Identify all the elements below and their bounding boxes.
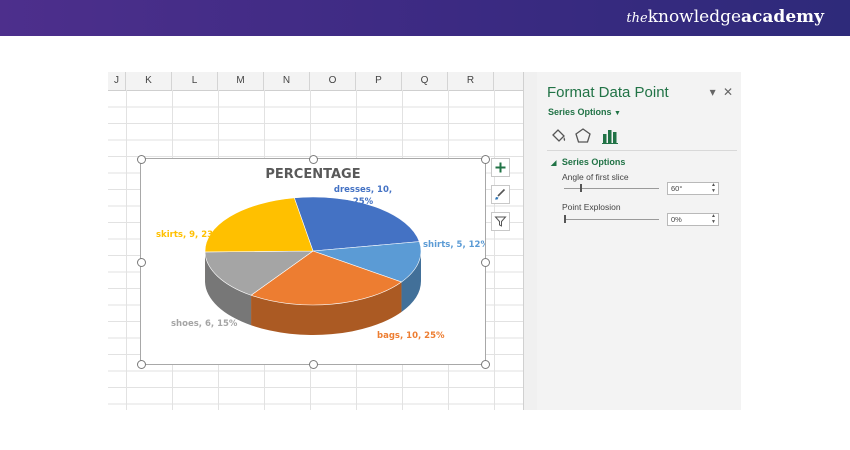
pie-slice-shoes[interactable] xyxy=(204,250,314,296)
data-label-bags[interactable]: bags, 10, 25% xyxy=(377,331,445,341)
series-options-section[interactable]: ◢ Series Options xyxy=(551,157,625,167)
pie-sides xyxy=(205,251,421,335)
data-label-shirts[interactable]: shirts, 5, 12% xyxy=(423,240,485,250)
series-options-dropdown[interactable]: Series Options ▼ xyxy=(548,107,621,117)
column-header[interactable]: K xyxy=(126,72,172,90)
collapse-triangle-icon: ◢ xyxy=(551,160,557,167)
pie-side-shoes xyxy=(205,251,252,326)
pie-slice-bags[interactable] xyxy=(250,250,403,306)
pie-side-bags xyxy=(251,281,402,335)
angle-slider[interactable] xyxy=(564,188,659,189)
brand-middle: knowledge xyxy=(647,7,742,27)
pie-slices xyxy=(204,196,422,306)
resize-handle[interactable] xyxy=(309,360,318,369)
plus-icon xyxy=(495,162,506,173)
column-header[interactable]: R xyxy=(448,72,494,90)
spin-arrows-icon[interactable]: ▲ ▼ xyxy=(711,213,716,225)
filter-icon xyxy=(494,216,507,227)
pane-controls: ▾ ✕ xyxy=(710,85,733,99)
grid-line xyxy=(126,90,127,410)
column-header[interactable]: L xyxy=(172,72,218,90)
brand-suffix: academy xyxy=(741,7,824,27)
explosion-slider-thumb[interactable] xyxy=(564,215,566,223)
close-icon[interactable]: ✕ xyxy=(722,85,733,99)
explosion-spinbox[interactable]: 0% ▲ ▼ xyxy=(667,213,719,226)
top-banner: theknowledgeacademy xyxy=(0,0,850,36)
brand-prefix: the xyxy=(626,11,648,26)
pane-tab-row xyxy=(547,124,737,151)
resize-handle[interactable] xyxy=(137,258,146,267)
angle-slider-thumb[interactable] xyxy=(580,184,583,192)
resize-handle[interactable] xyxy=(481,360,490,369)
resize-handle[interactable] xyxy=(137,360,146,369)
grid-line xyxy=(494,90,495,410)
explosion-label: Point Explosion xyxy=(562,202,621,212)
resize-handle[interactable] xyxy=(309,155,318,164)
angle-spinbox[interactable]: 60° ▲ ▼ xyxy=(667,182,719,195)
spin-arrows-icon[interactable]: ▲ ▼ xyxy=(711,182,716,194)
column-header[interactable]: N xyxy=(264,72,310,90)
format-data-point-pane: Format Data Point ▾ ✕ Series Options ▼ ◢… xyxy=(537,72,741,410)
data-label-shoes[interactable]: shoes, 6, 15% xyxy=(171,319,238,329)
data-label-dresses-pct[interactable]: 25% xyxy=(353,197,374,207)
column-header[interactable]: Q xyxy=(402,72,448,90)
vertical-scrollbar[interactable] xyxy=(523,72,538,410)
pie-slice-shirts[interactable] xyxy=(312,241,422,283)
pie-slice-skirts[interactable] xyxy=(204,197,314,253)
chart-filters-button[interactable] xyxy=(491,212,510,231)
data-label-dresses[interactable]: dresses, 10, xyxy=(334,185,392,195)
resize-handle[interactable] xyxy=(481,258,490,267)
brush-icon xyxy=(495,188,506,200)
pane-options-chevron-icon[interactable]: ▾ xyxy=(709,85,716,99)
chart-elements-button[interactable] xyxy=(491,158,510,177)
column-header[interactable]: P xyxy=(356,72,402,90)
column-header[interactable]: J xyxy=(108,72,126,90)
chart-title[interactable]: PERCENTAGE xyxy=(265,167,361,182)
section-label: Series Options xyxy=(561,157,626,167)
pie-side-shirts xyxy=(401,251,421,312)
column-header[interactable]: O xyxy=(310,72,356,90)
pane-title: Format Data Point xyxy=(547,84,669,101)
resize-handle[interactable] xyxy=(481,155,490,164)
pie-chart[interactable]: dresses, 10, 25% shirts, 5, 12% bags, 10… xyxy=(141,159,485,364)
chevron-down-icon: ▼ xyxy=(614,110,621,117)
pie-slice-dresses[interactable] xyxy=(293,196,420,252)
chart-styles-button[interactable] xyxy=(491,185,510,204)
angle-value: 60° xyxy=(671,184,683,193)
column-header[interactable]: M xyxy=(218,72,264,90)
resize-handle[interactable] xyxy=(137,155,146,164)
data-label-skirts[interactable]: skirts, 9, 23% xyxy=(156,230,222,240)
explosion-slider[interactable] xyxy=(564,219,659,220)
column-header-row: J K L M N O P Q R xyxy=(108,72,528,91)
bar-chart-icon[interactable] xyxy=(599,125,621,147)
pentagon-icon[interactable] xyxy=(573,126,593,146)
chart-area[interactable]: PERCENTAGE dresses, 10, 25% shirts, 5, 1… xyxy=(140,158,486,365)
explosion-value: 0% xyxy=(671,215,682,224)
brand-logo: theknowledgeacademy xyxy=(626,7,824,27)
angle-label: Angle of first slice xyxy=(562,172,629,182)
paint-bucket-icon[interactable] xyxy=(549,126,569,146)
dropdown-label: Series Options xyxy=(548,107,612,117)
data-labels: dresses, 10, 25% shirts, 5, 12% bags, 10… xyxy=(156,185,485,341)
